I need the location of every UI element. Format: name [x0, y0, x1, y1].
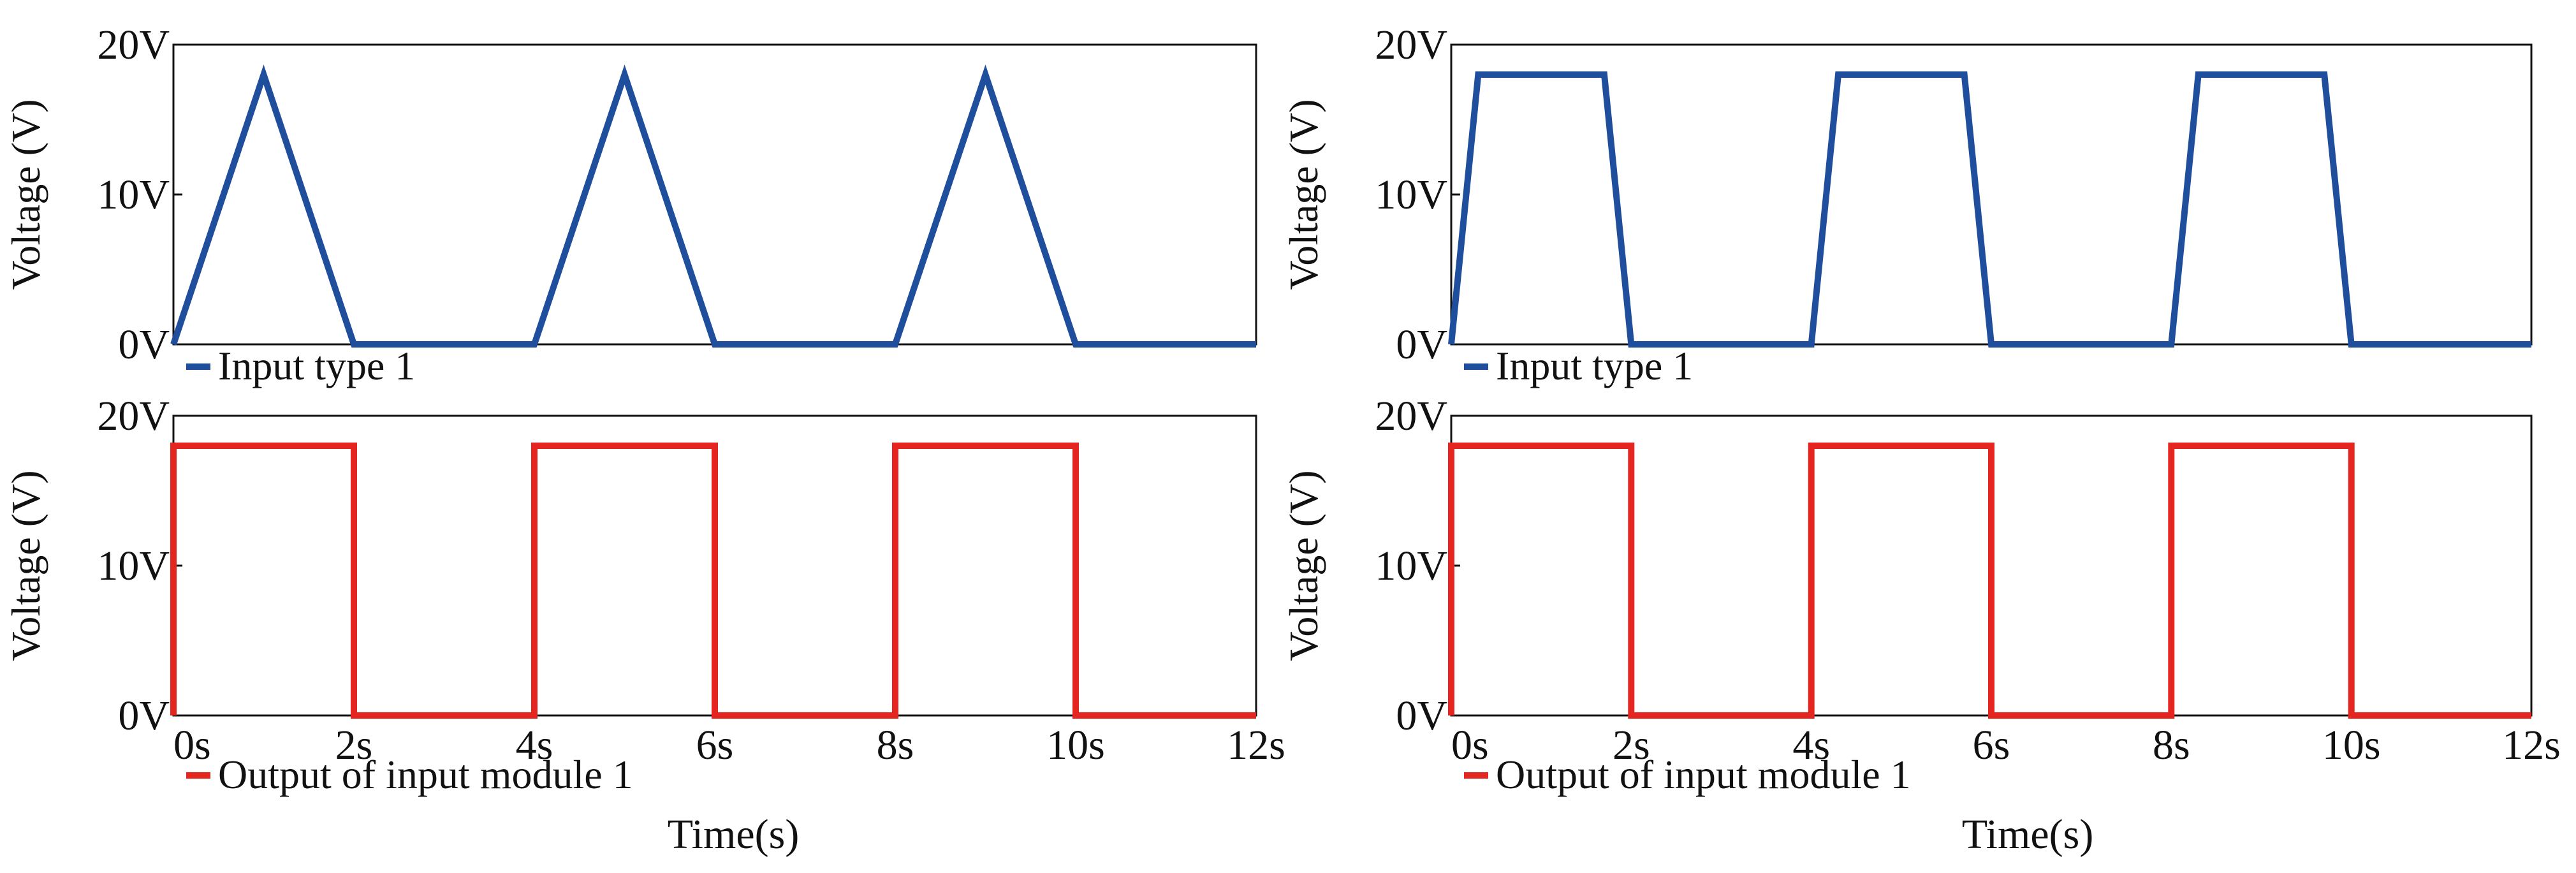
y-tick-label: 20V [97, 22, 170, 68]
legend-label: Input type 1 [1496, 343, 1693, 388]
y-tick-label: 20V [97, 393, 170, 439]
x-tick-label: 6s [1973, 722, 2010, 768]
y-axis-label: Voltage (V) [3, 99, 48, 290]
x-tick-label: 8s [877, 722, 914, 768]
x-axis-label: Time(s) [1962, 811, 2094, 858]
series-line-input-type-1 [1451, 75, 2531, 344]
y-tick-label: 20V [1375, 22, 1447, 68]
chart-panel-1: 0V 10V 20V Voltage (V) Input type 1 [3, 22, 1256, 388]
y-tick-label: 10V [1375, 172, 1447, 218]
y-tick-label: 0V [118, 321, 170, 368]
y-tick-label: 10V [1375, 543, 1447, 589]
x-tick-label: 6s [696, 722, 734, 768]
series-line-output-of-input-module-1 [173, 446, 1256, 715]
y-axis-label: Voltage (V) [1281, 470, 1326, 661]
legend-label: Output of input module 1 [218, 752, 633, 797]
legend-label: Input type 1 [218, 343, 415, 388]
y-axis-label: Voltage (V) [1281, 99, 1326, 290]
y-tick-label: 0V [118, 693, 170, 739]
y-axis-label: Voltage (V) [3, 470, 48, 661]
y-tick-label: 10V [97, 543, 170, 589]
x-tick-label: 8s [2153, 722, 2190, 768]
y-tick-label: 10V [97, 172, 170, 218]
x-axis-label: Time(s) [668, 811, 800, 858]
x-tick-label: 12s [1227, 722, 1285, 768]
chart-panel-2: 0V 10V 20V Voltage (V) Input type 1 [1281, 22, 2531, 388]
x-tick-label: 0s [173, 722, 211, 768]
x-tick-label: 10s [2322, 722, 2381, 768]
series-line-input-type-1 [173, 75, 1256, 344]
y-tick-label: 0V [1396, 693, 1447, 739]
x-tick-label: 10s [1046, 722, 1105, 768]
x-tick-label: 12s [2502, 722, 2561, 768]
series-line-output-of-input-module-1 [1451, 446, 2531, 715]
y-tick-label: 0V [1396, 321, 1447, 368]
y-tick-label: 20V [1375, 393, 1447, 439]
x-tick-label: 0s [1451, 722, 1489, 768]
legend-label: Output of input module 1 [1496, 752, 1911, 797]
